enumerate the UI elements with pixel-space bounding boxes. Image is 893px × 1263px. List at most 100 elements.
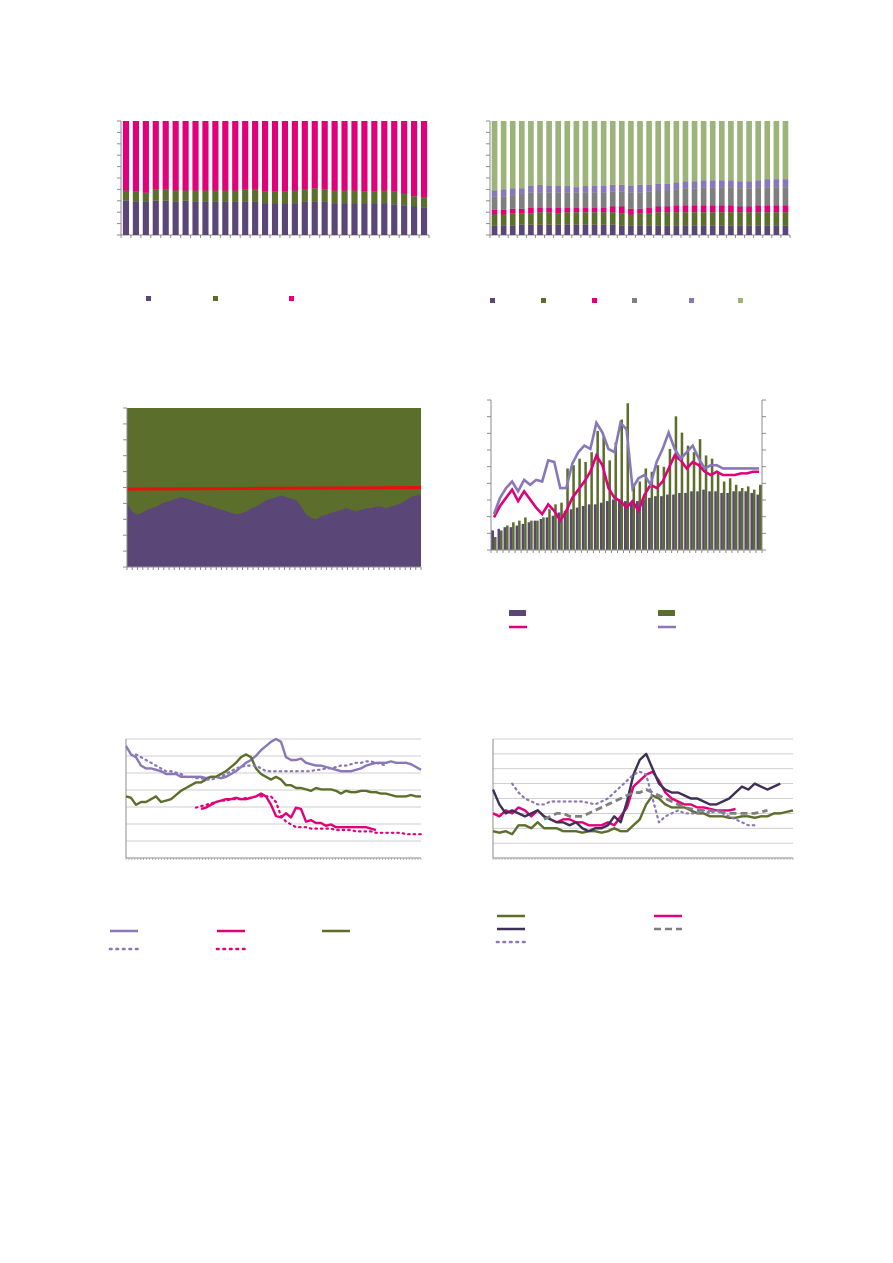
bar — [371, 121, 378, 192]
bar — [401, 121, 408, 194]
bar — [600, 192, 607, 208]
bar — [696, 491, 699, 550]
bar — [361, 191, 368, 204]
bar — [737, 225, 743, 235]
bar — [700, 225, 707, 235]
bar — [132, 191, 139, 202]
series-line — [200, 792, 377, 832]
bar — [192, 190, 199, 202]
bar — [519, 213, 525, 225]
bar — [719, 121, 725, 181]
bar — [591, 212, 598, 225]
bar — [546, 192, 552, 208]
bar — [536, 520, 539, 550]
bar — [700, 187, 707, 206]
bar — [719, 212, 725, 226]
bar — [519, 121, 525, 189]
bar — [341, 190, 348, 204]
bar — [142, 192, 149, 202]
bar — [491, 214, 498, 226]
bar — [122, 200, 130, 235]
bar — [704, 455, 708, 550]
bar — [311, 188, 318, 202]
bar — [420, 207, 428, 235]
bar — [122, 121, 130, 191]
legend-swatch — [289, 296, 294, 301]
series-line — [194, 795, 423, 836]
bar — [758, 484, 762, 550]
bar — [646, 184, 652, 192]
bar — [301, 201, 308, 235]
bar — [691, 212, 698, 226]
bar — [638, 481, 642, 550]
bar — [202, 201, 209, 235]
bar — [709, 225, 716, 235]
series-line — [492, 452, 759, 524]
bar — [682, 188, 689, 206]
bar — [182, 190, 189, 201]
bar — [500, 121, 507, 190]
bar — [518, 520, 521, 550]
bar — [371, 203, 378, 235]
bar — [582, 185, 589, 193]
bar — [281, 191, 289, 204]
bar — [503, 527, 507, 550]
bar — [644, 468, 648, 550]
bar — [636, 501, 639, 550]
bar — [646, 207, 652, 214]
bar — [122, 190, 130, 201]
bar — [782, 205, 789, 213]
bar — [232, 201, 239, 235]
bar — [646, 213, 652, 226]
bar — [609, 191, 616, 207]
bar — [573, 121, 580, 188]
bar — [271, 121, 279, 192]
bar — [573, 192, 580, 208]
bar — [691, 205, 698, 213]
bar — [710, 458, 714, 550]
bar — [664, 212, 671, 226]
bar — [732, 491, 735, 550]
bar — [678, 492, 681, 550]
bar — [509, 195, 516, 209]
bar — [617, 499, 621, 550]
bar — [709, 212, 716, 226]
bar — [554, 504, 557, 550]
chart4 — [487, 399, 766, 629]
bar — [755, 180, 761, 188]
series-line — [491, 752, 781, 833]
bar — [311, 201, 318, 235]
bar — [691, 188, 698, 206]
bar — [746, 181, 752, 189]
legend-swatch — [146, 296, 151, 301]
bar — [557, 512, 561, 550]
bar — [564, 207, 571, 213]
series-line — [124, 737, 422, 780]
bar — [351, 203, 358, 235]
bar — [609, 212, 616, 225]
bar — [591, 224, 598, 235]
bar — [381, 203, 388, 235]
bar — [261, 121, 269, 192]
bar — [719, 205, 725, 213]
bar — [609, 184, 616, 192]
bar — [132, 121, 139, 192]
bar — [539, 519, 543, 550]
bar — [564, 224, 571, 235]
bar — [637, 225, 643, 235]
bar — [321, 201, 328, 235]
bar — [734, 484, 738, 550]
bar — [555, 192, 561, 208]
bar — [528, 213, 534, 225]
bar — [578, 458, 581, 550]
bar — [746, 225, 752, 235]
bar — [572, 465, 575, 550]
bar — [491, 225, 498, 235]
bar — [764, 225, 771, 235]
bar — [582, 192, 589, 208]
bar — [737, 206, 743, 213]
bar — [700, 205, 707, 213]
bar — [341, 203, 348, 235]
bar — [684, 492, 687, 550]
bar — [662, 466, 666, 550]
